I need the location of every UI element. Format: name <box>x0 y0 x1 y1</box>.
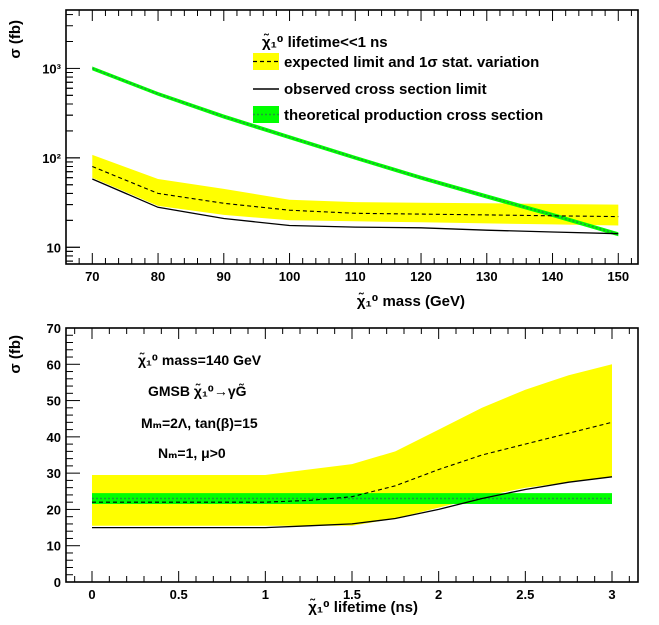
bottom-y-axis-label: σ (fb) <box>7 335 24 374</box>
top-plot-frame <box>65 9 639 265</box>
y-tick-label: 0 <box>54 575 61 590</box>
legend-label-theory: theoretical production cross section <box>284 107 543 124</box>
x-tick-label: 80 <box>151 269 165 284</box>
x-tick-label: 150 <box>607 269 629 284</box>
y-tick-label: 40 <box>47 430 61 445</box>
annotation-mass: χ̃₁⁰ mass=140 GeV <box>138 351 262 368</box>
legend-label-observed: observed cross section limit <box>284 81 487 98</box>
x-tick-label: 2 <box>435 587 442 602</box>
y-tick-label: 10³ <box>42 61 61 76</box>
x-tick-label: 140 <box>542 269 564 284</box>
x-tick-label: 90 <box>217 269 231 284</box>
legend-label-expected: expected limit and 1σ stat. variation <box>284 54 539 71</box>
legend-title: χ̃₁⁰ lifetime<<1 ns <box>262 33 388 51</box>
x-tick-label: 1 <box>262 587 269 602</box>
y-tick-label: 50 <box>47 394 61 409</box>
bottom-x-axis-label: χ̃₁⁰ lifetime (ns) <box>308 598 418 616</box>
y-tick-label: 70 <box>47 321 61 336</box>
x-tick-label: 1.5 <box>343 587 361 602</box>
top-legend: χ̃₁⁰ lifetime<<1 ns expected limit and 1… <box>253 33 543 124</box>
x-tick-label: 120 <box>410 269 432 284</box>
x-tick-label: 110 <box>345 269 366 284</box>
y-tick-label: 10² <box>42 151 61 166</box>
bottom-annotations: χ̃₁⁰ mass=140 GeV GMSB χ̃₁⁰→γG̃ Mₘ=2Λ, t… <box>138 351 262 461</box>
y-tick-label: 10 <box>47 539 61 554</box>
observed-limit-line <box>92 178 619 235</box>
annotation-params: Mₘ=2Λ, tan(β)=15 <box>141 415 258 431</box>
x-tick-label: 2.5 <box>516 587 534 602</box>
y-tick-label: 60 <box>47 357 61 372</box>
top-panel-mass-scan: 70 80 90 100 110 120 130 140 150 10 10² 10³ χ̃₁⁰ li… <box>7 9 639 310</box>
x-tick-label: 0.5 <box>170 587 188 602</box>
annotation-nm: Nₘ=1, μ>0 <box>158 445 226 461</box>
expected-1sigma-band <box>92 154 619 226</box>
annotation-model: GMSB χ̃₁⁰→γG̃ <box>148 382 247 399</box>
expected-limit-line <box>92 421 613 503</box>
y-tick-label: 20 <box>47 502 61 517</box>
x-tick-label: 70 <box>85 269 99 284</box>
y-tick-label: 30 <box>47 466 61 481</box>
theory-cross-section-line <box>92 67 619 235</box>
x-tick-label: 3 <box>608 587 615 602</box>
expected-limit-line <box>92 165 619 218</box>
x-tick-label: 100 <box>279 269 301 284</box>
observed-limit-line <box>92 476 613 529</box>
x-tick-label: 130 <box>476 269 498 284</box>
y-tick-label: 10 <box>47 240 61 255</box>
top-y-axis-label: σ (fb) <box>7 20 24 59</box>
legend-swatch-expected <box>253 53 279 70</box>
expected-1sigma-band <box>92 364 612 526</box>
x-tick-label: 0 <box>88 587 95 602</box>
top-x-axis-label: χ̃₁⁰ mass (GeV) <box>357 292 465 310</box>
